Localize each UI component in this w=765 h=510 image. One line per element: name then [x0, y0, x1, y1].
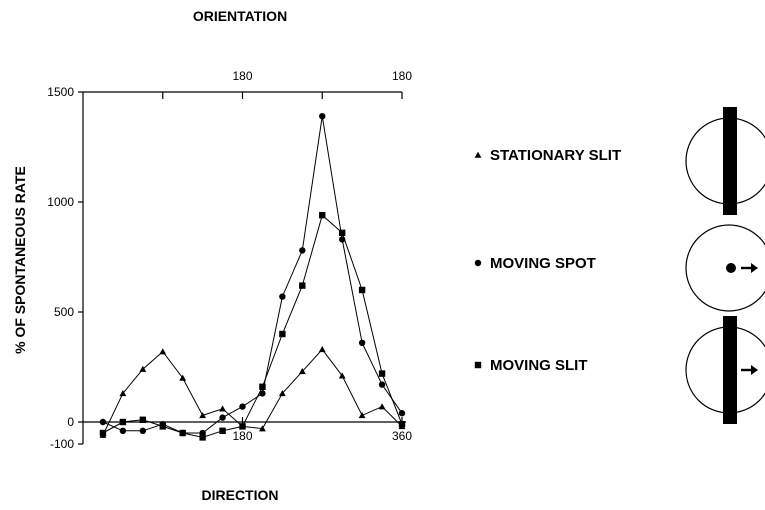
spot-icon	[726, 263, 736, 273]
data-point-circle	[299, 247, 306, 254]
data-point-triangle	[179, 374, 187, 381]
slit-bar-icon	[723, 316, 737, 424]
data-point-square	[179, 429, 186, 437]
series-line-triangle	[102, 348, 403, 436]
legend-label-moving-slit: MOVING SLIT	[490, 357, 588, 374]
top-tick-label: 180	[392, 69, 412, 83]
data-point-square	[119, 418, 127, 426]
series-line-square	[102, 214, 403, 438]
y-tick-label: 0	[67, 415, 74, 429]
legend-marker-circle	[474, 259, 482, 267]
legend: STATIONARY SLIT MOVING SPOT MOVING SLIT	[474, 107, 765, 424]
top-axis-title: ORIENTATION	[193, 8, 287, 24]
data-point-triangle	[318, 346, 326, 353]
data-point-square	[99, 429, 107, 437]
data-point-square	[378, 370, 386, 377]
data-point-triangle	[199, 412, 207, 419]
data-point-circle	[259, 390, 266, 397]
data-point-triangle	[278, 390, 286, 397]
data-point-circle	[378, 381, 386, 388]
data-point-triangle	[119, 390, 127, 397]
x-tick-label: 360	[392, 429, 412, 443]
slit-bar-icon	[723, 107, 737, 215]
arrow-head-icon	[751, 365, 758, 375]
data-point-square	[219, 427, 226, 434]
data-point-circle	[319, 113, 326, 120]
legend-marker-triangle	[474, 151, 482, 158]
data-point-triangle	[338, 372, 346, 379]
receptive-field-circle	[685, 224, 765, 312]
y-tick-label: 500	[54, 305, 74, 319]
x-tick-label: 180	[232, 429, 252, 443]
data-point-triangle	[358, 412, 366, 419]
legend-marker-square	[474, 361, 482, 369]
data-point-square	[319, 212, 326, 219]
legend-label-moving-spot: MOVING SPOT	[490, 255, 596, 272]
data-point-triangle	[219, 405, 226, 412]
plot-area: -100 0 500 1000 1500 180 180 180 360	[47, 69, 412, 451]
y-axis-title: % OF SPONTANEOUS RATE	[12, 166, 28, 354]
data-point-circle	[139, 427, 147, 434]
data-point-triangle	[139, 365, 147, 372]
series-line-circle	[102, 116, 403, 434]
data-point-square	[199, 434, 206, 441]
data-point-circle	[219, 414, 226, 421]
data-point-circle	[239, 403, 246, 410]
y-tick-label: 1000	[47, 195, 74, 209]
data-point-square	[259, 383, 266, 390]
data-point-square	[139, 416, 147, 423]
x-axis-title: DIRECTION	[202, 487, 279, 503]
data-point-circle	[99, 418, 107, 426]
data-point-square	[279, 330, 286, 338]
legend-label-stationary-slit: STATIONARY SLIT	[490, 147, 621, 164]
data-point-triangle	[378, 403, 386, 410]
data-point-circle	[279, 293, 286, 300]
arrow-head-icon	[751, 263, 758, 273]
data-point-square	[338, 229, 346, 236]
data-point-square	[239, 423, 246, 430]
data-point-square	[358, 286, 366, 294]
data-point-triangle	[259, 425, 266, 432]
top-tick-label: 180	[232, 69, 252, 83]
data-point-square	[398, 421, 406, 428]
y-tick-label: -100	[50, 437, 74, 451]
data-point-triangle	[159, 348, 167, 355]
data-point-circle	[398, 410, 406, 417]
data-point-circle	[358, 339, 366, 346]
data-point-square	[299, 282, 306, 289]
data-point-circle	[119, 427, 127, 434]
data-point-triangle	[298, 368, 306, 375]
data-point-square	[159, 423, 166, 430]
y-tick-label: 1500	[47, 85, 74, 99]
